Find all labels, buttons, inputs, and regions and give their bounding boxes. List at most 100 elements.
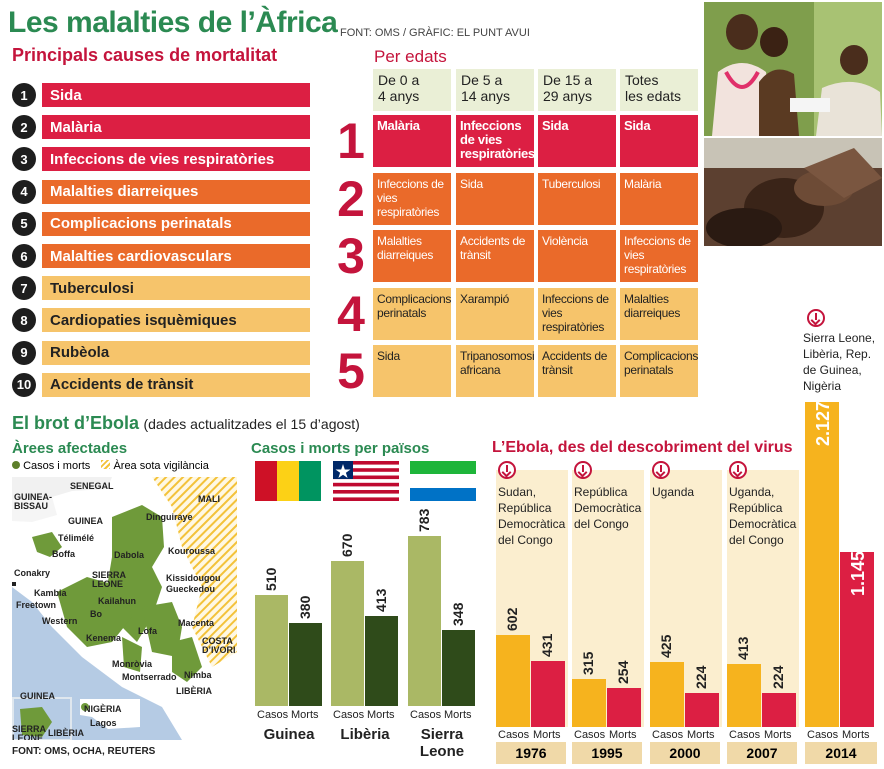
age-cell: Tripanosomosi africana bbox=[456, 345, 535, 397]
map-label-liberia: LIBÈRIA bbox=[176, 686, 212, 696]
cause-rank-number: 1 bbox=[12, 83, 36, 107]
cause-rank-number: 3 bbox=[12, 147, 36, 172]
history-series-label: Morts bbox=[764, 729, 792, 741]
history-value-label: 224 bbox=[770, 665, 786, 689]
map-label-montserrado: Montserrado bbox=[122, 672, 177, 682]
cause-label: Cardiopaties isquèmiques bbox=[42, 308, 310, 333]
history-value-label: 425 bbox=[658, 634, 674, 659]
flag-liberia bbox=[333, 461, 399, 501]
history-chart-title: L’Ebola, des del descobriment del virus bbox=[492, 439, 793, 456]
cause-row: 9 Rubèola bbox=[12, 340, 310, 365]
age-rank-number: 3 bbox=[337, 228, 365, 284]
source-credit: FONT: OMS / GRÀFIC: EL PUNT AVUI bbox=[340, 27, 530, 39]
country-value-label: 670 bbox=[339, 533, 355, 557]
photo-vaccination bbox=[704, 2, 882, 136]
history-bar-casos bbox=[727, 663, 761, 727]
map-label-nimba: Nimba bbox=[184, 670, 212, 680]
causes-heading: Principals causes de mortalitat bbox=[12, 45, 278, 65]
history-series-label: Morts bbox=[687, 729, 715, 741]
country-value-label: 783 bbox=[416, 508, 432, 532]
country-series-label: Casos bbox=[410, 709, 442, 721]
ebola-heading: El brot d’Ebola bbox=[12, 413, 140, 433]
outbreak-countries: República Democràtica del Congo bbox=[574, 485, 642, 531]
age-cell: Malalties diarreiques bbox=[373, 230, 451, 282]
cause-rank-number: 7 bbox=[12, 276, 36, 301]
history-series-label: Casos bbox=[574, 729, 606, 741]
age-cell: Accidents de trànsit bbox=[538, 345, 616, 397]
country-value-label: 510 bbox=[263, 567, 279, 592]
history-series-label: Casos bbox=[652, 729, 684, 741]
age-rank-number: 5 bbox=[337, 343, 365, 399]
map-label-gueckedou: Gueckedou bbox=[166, 584, 216, 594]
history-series-label: Casos bbox=[729, 729, 761, 741]
cause-rank-number: 4 bbox=[12, 179, 36, 204]
cause-label: Malalties cardiovasculars bbox=[42, 244, 310, 268]
photo-vaccination-illustration bbox=[704, 2, 882, 136]
age-cell: Violència bbox=[538, 230, 616, 282]
age-column-header: De 15 a 29 anys bbox=[538, 69, 616, 111]
flag-sierra-leone bbox=[410, 461, 476, 501]
country-name: Guinea bbox=[263, 726, 315, 743]
outbreak-countries: Sierra Leone, Libèria, Rep. de Guinea, Nigè… bbox=[803, 331, 876, 393]
map: SENEGAL GUINEA- BISSAU MALI GUINEA Télimélé Bo… bbox=[12, 477, 237, 740]
history-year: 2000 bbox=[650, 742, 720, 764]
age-cell: Infeccions de vies respiratòries bbox=[538, 287, 616, 340]
age-cell: Tuberculosi bbox=[538, 172, 616, 225]
cause-rank-number: 10 bbox=[12, 372, 36, 397]
map-label-inset-nigeria: NIGÈRIA bbox=[84, 704, 122, 714]
country-bar-morts bbox=[365, 616, 398, 706]
age-cell: Sida bbox=[456, 172, 534, 225]
down-arrow-icon bbox=[652, 461, 670, 479]
age-rank-number: 4 bbox=[337, 285, 365, 342]
legend-cases-swatch bbox=[12, 461, 20, 469]
legend-cases-label: Casos i morts bbox=[23, 460, 91, 472]
history-value-label: 413 bbox=[735, 636, 751, 660]
age-rank-number: 1 bbox=[337, 113, 365, 169]
age-cell: Complicacions perinatals bbox=[620, 345, 698, 397]
cause-row: 7 Tuberculosi bbox=[12, 276, 310, 301]
map-label-bo: Bo bbox=[90, 609, 102, 619]
map-label-conakry: Conakry bbox=[14, 568, 51, 578]
cause-rank-number: 9 bbox=[12, 340, 36, 365]
flag-guinea bbox=[255, 461, 321, 501]
history-value-label: 431 bbox=[539, 633, 555, 658]
outbreak-countries: Sudan, República Democràtica del Congo bbox=[498, 485, 566, 547]
age-cell: Sida bbox=[373, 345, 451, 397]
history-value-label: 1.145 bbox=[848, 551, 868, 597]
age-cell: Malària bbox=[373, 115, 451, 167]
country-series-label: Morts bbox=[291, 709, 319, 721]
history-bar-morts bbox=[840, 552, 874, 727]
ages-heading: Per edats bbox=[374, 47, 447, 66]
history-year: 1995 bbox=[572, 742, 642, 764]
history-value-label: 315 bbox=[580, 651, 596, 675]
cause-row: 8 Cardiopaties isquèmiques bbox=[12, 308, 310, 333]
down-arrow-icon bbox=[498, 461, 516, 479]
age-cell: Xarampió bbox=[456, 287, 534, 340]
map-label-inset-guinea: GUINEA bbox=[20, 691, 56, 701]
age-cell: Infeccions de vies respiratòries bbox=[456, 115, 535, 167]
map-label-inset-lagos: Lagos bbox=[90, 718, 117, 728]
legend-watch-swatch bbox=[101, 460, 111, 469]
map-label-inset-liberia: LIBÈRIA bbox=[48, 728, 84, 738]
map-source: FONT: OMS, OCHA, REUTERS bbox=[12, 746, 156, 757]
cause-label: Rubèola bbox=[42, 340, 310, 365]
cause-row: 6 Malalties cardiovasculars bbox=[12, 244, 310, 268]
legend-watch-label: Àrea sota vigilància bbox=[113, 460, 209, 472]
map-label-sierra-leone: SIERRA LEONE bbox=[92, 570, 127, 589]
cause-row: 1 Sida bbox=[12, 83, 310, 107]
map-label-kissidougou: Kissidougou bbox=[166, 573, 221, 583]
cause-row: 10 Accidents de trànsit bbox=[12, 372, 310, 397]
history-value-label: 2.127 bbox=[813, 400, 833, 446]
country-bar-morts bbox=[442, 630, 475, 706]
country-name: Sierra Leone bbox=[419, 726, 465, 760]
map-label-macenta: Macenta bbox=[178, 618, 215, 628]
map-label-kouroussa: Kouroussa bbox=[168, 546, 216, 556]
history-bar-casos bbox=[805, 402, 839, 727]
history-series-label: Morts bbox=[533, 729, 561, 741]
history-bar-casos bbox=[496, 635, 530, 727]
cause-rank-number: 5 bbox=[12, 211, 36, 236]
map-label-costa: COSTA D’IVORI bbox=[202, 636, 236, 655]
country-bar-morts bbox=[289, 623, 322, 706]
cause-row: 2 Malària bbox=[12, 115, 310, 140]
